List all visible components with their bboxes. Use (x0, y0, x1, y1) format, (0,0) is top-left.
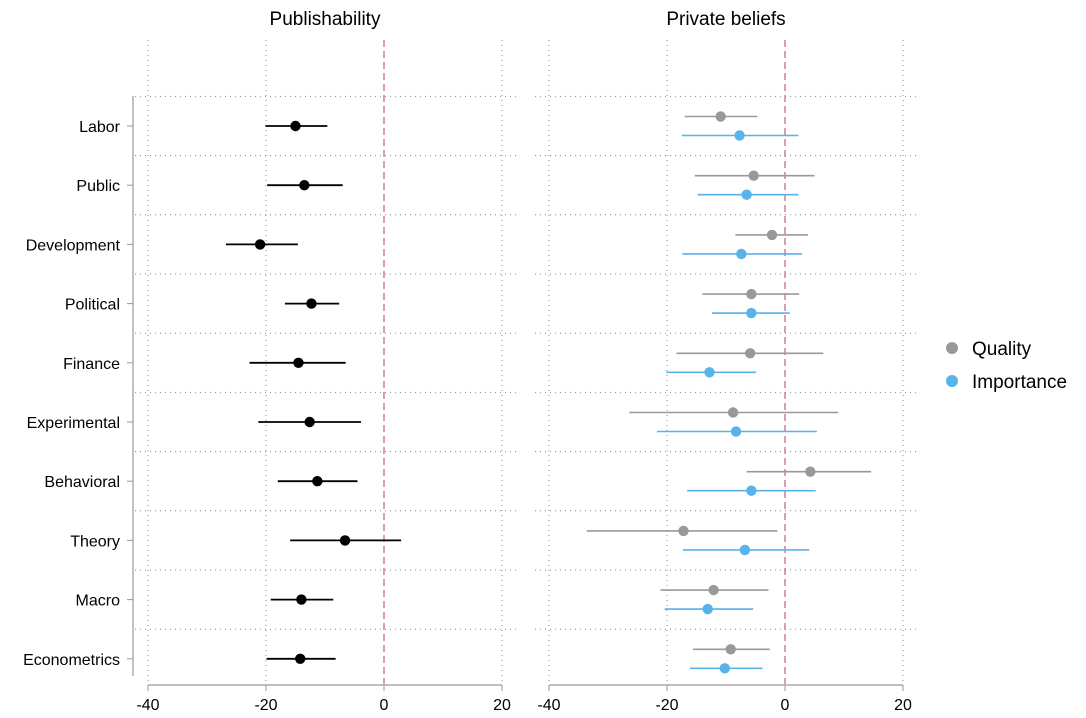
right-point-importance-public (741, 189, 752, 200)
right-point-importance-political (746, 307, 757, 319)
right-point-quality-public (748, 170, 759, 181)
legend: Quality Importance (946, 339, 1067, 393)
right-point-quality-labor (715, 111, 726, 122)
category-label-macro: Macro (76, 593, 121, 610)
panel-title-publishability: Publishability (270, 9, 381, 30)
category-label-experimental: Experimental (27, 415, 120, 432)
category-label-behavioral: Behavioral (44, 474, 120, 491)
category-label-econometrics: Econometrics (23, 652, 120, 669)
left-x-tick-label-20: 20 (493, 697, 511, 714)
category-label-political: Political (65, 297, 120, 314)
left-x-ticks: -40 -20 0 20 (136, 684, 511, 714)
right-x-tick-label-20: 20 (894, 697, 912, 714)
right-x-tick-label--40: -40 (537, 697, 560, 714)
left-point-estimate-development (254, 239, 266, 250)
category-label-public: Public (76, 178, 120, 195)
legend-marker-importance (946, 375, 958, 387)
left-point-estimate-theory (339, 535, 351, 546)
right-point-importance-labor (734, 130, 745, 141)
right-point-quality-political (746, 288, 757, 300)
right-x-tick-label-0: 0 (781, 697, 790, 714)
left-point-estimate-econometrics (295, 653, 306, 664)
right-point-quality-behavioral (805, 466, 816, 477)
left-panel-marks (225, 120, 402, 664)
legend-label-quality: Quality (972, 339, 1032, 360)
left-point-estimate-finance (293, 357, 304, 368)
left-point-estimate-macro (296, 594, 307, 605)
right-point-quality-theory (678, 525, 689, 537)
right-point-importance-behavioral (746, 485, 757, 496)
category-labels: Labor Public Development Political Finance Ex… (23, 96, 134, 676)
right-panel-grid (535, 40, 918, 684)
panel-title-private-beliefs: Private beliefs (666, 9, 785, 30)
right-x-ticks: -40 -20 0 20 (537, 684, 912, 714)
right-point-importance-finance (704, 367, 715, 378)
right-point-importance-theory (739, 544, 751, 556)
right-point-quality-finance (744, 348, 756, 359)
right-point-importance-development (736, 248, 747, 260)
right-point-quality-econometrics (725, 644, 736, 655)
legend-marker-quality (946, 342, 958, 354)
left-point-estimate-labor (290, 120, 301, 132)
category-label-finance: Finance (63, 356, 120, 373)
right-point-quality-development (766, 229, 778, 241)
left-point-estimate-public (299, 180, 310, 191)
left-point-estimate-experimental (304, 416, 315, 428)
left-point-estimate-behavioral (312, 476, 323, 487)
right-point-importance-experimental (730, 426, 742, 437)
right-point-importance-macro (702, 603, 713, 615)
right-point-quality-experimental (727, 407, 739, 418)
right-point-importance-econometrics (719, 663, 731, 674)
left-panel-grid (135, 40, 518, 684)
category-label-development: Development (26, 237, 121, 254)
left-point-estimate-political (306, 298, 317, 309)
left-x-tick-label--40: -40 (136, 697, 159, 714)
right-x-tick-label--20: -20 (655, 697, 678, 714)
left-x-tick-label-0: 0 (380, 697, 389, 714)
legend-label-importance: Importance (972, 372, 1067, 393)
category-label-theory: Theory (70, 533, 120, 550)
category-label-labor: Labor (79, 119, 121, 136)
right-point-quality-macro (708, 584, 719, 596)
right-panel-marks (586, 111, 872, 674)
left-x-tick-label--20: -20 (254, 697, 277, 714)
